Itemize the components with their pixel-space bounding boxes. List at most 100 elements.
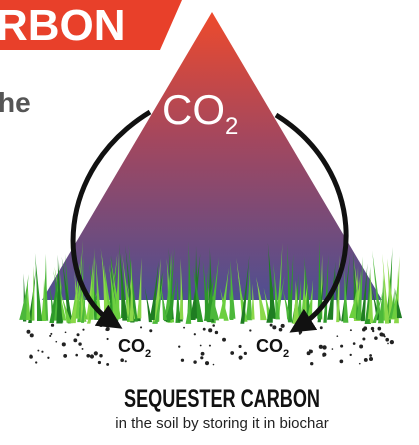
soil-dot [377, 327, 381, 331]
soil-dot [364, 358, 368, 362]
soil-dot [49, 335, 51, 337]
soil-dot [320, 326, 323, 329]
co2-subscript: 2 [145, 348, 151, 360]
soil-dot [238, 345, 241, 348]
soil-dot [65, 331, 67, 333]
soil-dot [203, 328, 206, 331]
soil-dot [82, 329, 84, 331]
soil-dot [322, 345, 326, 349]
soil-dot [98, 361, 101, 364]
side-text: he [0, 87, 31, 118]
soil-dot [200, 356, 203, 359]
soil-dot [62, 342, 66, 346]
soil-dot [212, 324, 215, 327]
soil-dot [30, 333, 34, 337]
soil-dot [363, 326, 367, 330]
banner-text: RBON [0, 1, 126, 50]
soil-dot [374, 336, 378, 340]
soil-dot [194, 333, 196, 335]
soil-dot [249, 329, 251, 331]
soil-dot [125, 360, 127, 362]
soil-dot [353, 342, 356, 345]
soil-dot [63, 354, 67, 358]
soil-dot [270, 324, 273, 327]
soil-dot [78, 342, 81, 345]
soil-dot [371, 327, 374, 330]
soil-dot [350, 354, 352, 356]
soil-dot [193, 360, 196, 363]
caption-title: SEQUESTER CARBON [124, 385, 320, 413]
soil-dot [340, 345, 343, 348]
soil-dot [303, 328, 305, 330]
soil-dot [183, 327, 185, 329]
triangle [42, 12, 382, 300]
soil-dot [99, 324, 103, 328]
soil-dot [181, 359, 184, 362]
soil-dot [336, 335, 338, 337]
soil-dot [99, 354, 102, 357]
soil-dot [149, 329, 152, 332]
soil-dot [322, 352, 326, 356]
soil-dot [29, 355, 33, 359]
co2-subscript: 2 [283, 348, 289, 360]
caption-subtitle: in the soil by storing it in biochar [115, 415, 328, 432]
soil-dot [239, 355, 243, 359]
co2-subscript: 2 [225, 113, 238, 140]
soil-dot [209, 345, 211, 347]
grass-blade [35, 253, 42, 321]
soil-dot [50, 333, 52, 335]
soil-dot [208, 328, 212, 332]
soil-dot [369, 357, 373, 361]
soil-dot [120, 358, 124, 362]
soil-dot [281, 324, 285, 328]
soil-dot [51, 324, 54, 327]
soil-dot [230, 351, 234, 355]
soil-dot [372, 330, 374, 332]
soil-dot [340, 360, 344, 364]
infographic: RBON he CO2 CO2 CO2 SEQUESTER CARBON in … [0, 0, 419, 445]
soil-dot [200, 345, 202, 347]
soil-dot [385, 338, 389, 342]
soil-dot [55, 341, 57, 343]
co2-text: CO [162, 86, 225, 133]
soil-dot [272, 325, 276, 329]
soil-dot [387, 343, 389, 345]
soil-dot [359, 363, 361, 365]
soil-dot [201, 352, 205, 356]
soil-dot [90, 354, 94, 358]
soil-dot [307, 351, 311, 355]
soil-dot [319, 345, 323, 349]
soil-dot [73, 338, 77, 342]
soil-dot [94, 351, 98, 355]
soil-dot [382, 333, 385, 336]
soil-dot [279, 328, 283, 332]
soil-dot [77, 333, 80, 336]
soil-dot [178, 346, 180, 348]
soil-dot [41, 351, 43, 353]
soil-dot [140, 326, 142, 328]
soil-dot [359, 344, 363, 348]
soil-dot [205, 361, 209, 365]
soil-dot [26, 330, 30, 334]
co2-text: CO [118, 336, 145, 356]
soil-dot [350, 329, 352, 331]
soil-dot [35, 361, 37, 363]
soil-dot [390, 340, 394, 344]
soil-dot [332, 348, 334, 350]
soil-dot [310, 362, 313, 365]
soil-dot [244, 352, 247, 355]
page: RBON he CO2 CO2 CO2 SEQUESTER CARBON in … [0, 0, 419, 445]
soil-dot [213, 364, 215, 366]
soil-dot [75, 354, 78, 357]
soil-dot [105, 329, 107, 331]
soil-dot [362, 337, 365, 340]
soil-dot [369, 354, 372, 357]
soil-dot [299, 330, 303, 334]
soil-dot [222, 338, 226, 342]
soil-dot [107, 338, 109, 340]
co2-text: CO [256, 336, 283, 356]
soil-dot [215, 331, 218, 334]
soil-dot [106, 363, 109, 366]
soil-dot [82, 348, 84, 350]
soil-dot [47, 357, 49, 359]
